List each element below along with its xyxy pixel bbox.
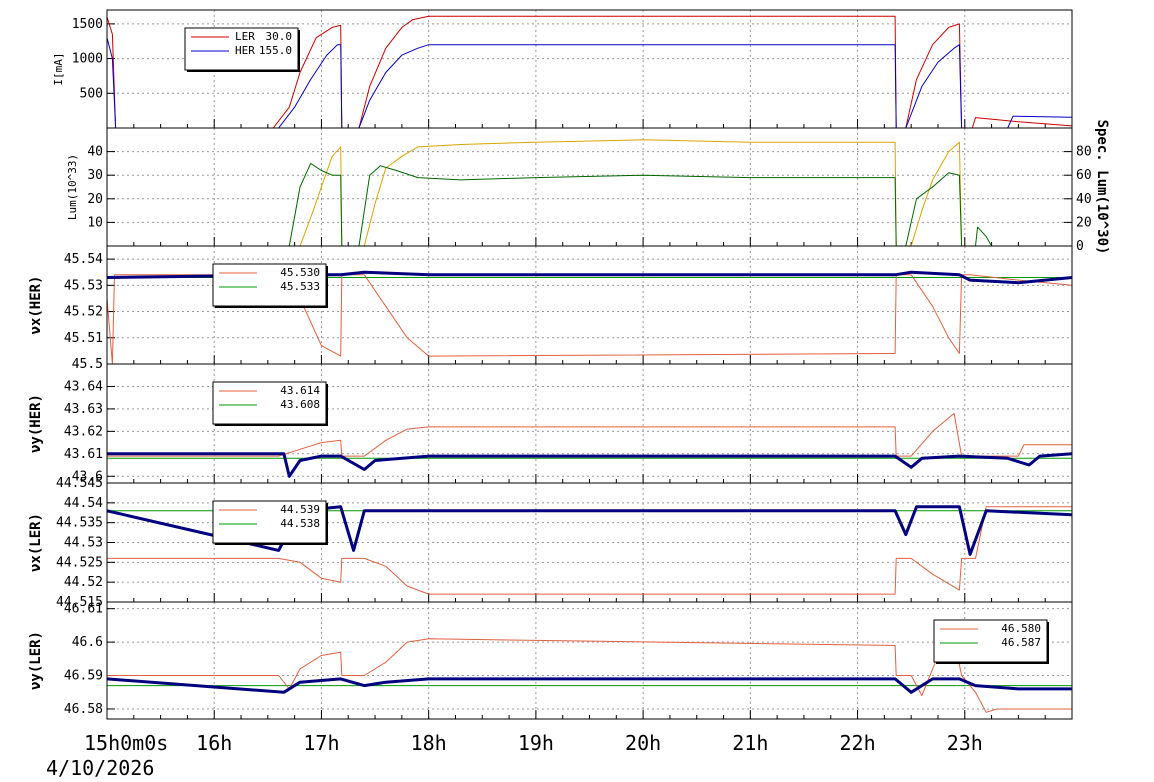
y-right-tick-label: 20 (1076, 215, 1092, 230)
y-tick-label: 44.525 (56, 555, 103, 570)
legend-value: 44.539 (280, 503, 320, 516)
y-axis-label: I[mA] (52, 52, 65, 85)
y-tick-label: 44.53 (64, 536, 103, 551)
y-right-tick-label: 80 (1076, 145, 1092, 160)
series-line-lum (107, 139, 1072, 247)
panel-nux_ler: 44.515 44.52 44.525 44.53 44.535 44.54 44.545 ν… (28, 476, 1073, 610)
x-tick-label: 19h (518, 731, 554, 755)
y-tick-label: 46.6 (72, 635, 103, 650)
series-line-measured (107, 452, 1073, 478)
legend-box (933, 619, 1048, 663)
y-tick-label: 44.54 (64, 496, 103, 511)
x-axis: 15h0m0s 16h 17h 18h 19h 20h 21h 22h 23h 4/10/2026 (46, 731, 983, 780)
y-tick-label: 45.54 (64, 252, 103, 267)
x-tick-label: 17h (303, 731, 339, 755)
y-tick-label: 20 (87, 192, 103, 207)
series-line-her (106, 37, 1073, 129)
x-tick-label: 16h (196, 731, 232, 755)
panel-luminosity: 10 20 30 40 Lum(10^33) 0 20 40 60 80 Spec. Lum(10^… (66, 120, 1110, 255)
y-tick-label: 45.51 (64, 331, 103, 346)
y-tick-label: 44.545 (56, 476, 103, 491)
y-tick-label: 44.515 (56, 595, 103, 610)
legend-name: HER (235, 44, 255, 57)
y-tick-label: 43.61 (64, 447, 103, 462)
legend-value: 43.608 (280, 398, 320, 411)
panel-current: 500 1000 1500 I[mA] LER 30.0 HER 155.0 (52, 9, 1073, 129)
legend-value: 46.580 (1001, 622, 1041, 635)
series-line-measured (106, 270, 1073, 285)
y-axis-label: νx(HER) (28, 275, 44, 334)
y-tick-label: 46.58 (64, 702, 103, 717)
legend-box (212, 263, 327, 307)
legend-value: 45.530 (280, 266, 320, 279)
legend-box (212, 381, 327, 425)
y-axis-label: Lum(10^33) (66, 154, 79, 220)
legend-name: LER (235, 30, 255, 43)
date-label: 4/10/2026 (46, 756, 154, 780)
y-axis-label: νy(LER) (28, 631, 44, 690)
x-tick-label: 15h0m0s (84, 731, 168, 755)
panel-nuy_her: 43.6 43.61 43.62 43.63 43.64 νy(HER) 43.61443.… (28, 363, 1073, 484)
series-line-spec-lum (107, 162, 1072, 247)
y-tick-label: 43.6 (72, 469, 103, 484)
panel-nux_her: 45.5 45.51 45.52 45.53 45.54 νx(HER) 45.53045.… (28, 245, 1073, 372)
legend-value: 43.614 (280, 384, 320, 397)
y-right-tick-label: 0 (1076, 239, 1084, 254)
y-right-tick-label: 60 (1076, 168, 1092, 183)
series-line-setting (107, 506, 1072, 595)
legend-value: 30.0 (266, 30, 293, 43)
y-tick-label: 45.52 (64, 305, 103, 320)
x-tick-label: 20h (625, 731, 661, 755)
panel-frame (106, 127, 1073, 247)
legend-value: 45.533 (280, 280, 320, 293)
y-tick-label: 10 (87, 215, 103, 230)
y-tick-label: 45.5 (72, 357, 103, 372)
legend-value: 46.587 (1001, 636, 1041, 649)
x-tick-label: 22h (839, 731, 875, 755)
y-tick-label: 43.63 (64, 402, 103, 417)
y-tick-label: 1000 (72, 52, 103, 67)
y-axis-label: νx(LER) (28, 513, 44, 572)
panels-layer: 500 1000 1500 I[mA] LER 30.0 HER 155.0 10 20 30 40 L… (28, 9, 1110, 720)
y-tick-label: 44.52 (64, 575, 103, 590)
y-tick-label: 46.59 (64, 669, 103, 684)
series-line-measured (106, 677, 1072, 694)
y-tick-label: 500 (80, 86, 103, 101)
y-tick-label: 40 (87, 145, 103, 160)
y-tick-label: 46.61 (64, 602, 103, 617)
y-right-axis-label: Spec. Lum(10^30) (1094, 120, 1110, 255)
y-tick-label: 44.535 (56, 516, 103, 531)
y-axis-label: νy(HER) (28, 394, 44, 453)
legend-box (184, 27, 299, 71)
y-tick-label: 45.53 (64, 278, 103, 293)
legend: LER 30.0 HER 155.0 (184, 27, 300, 72)
panel-frame (106, 601, 1073, 720)
y-tick-label: 43.64 (64, 379, 103, 394)
legend-box (212, 500, 327, 544)
y-tick-label: 43.62 (64, 424, 103, 439)
legend-value: 155.0 (259, 44, 292, 57)
x-tick-label: 18h (411, 731, 447, 755)
x-tick-label: 21h (732, 731, 768, 755)
y-tick-label: 1500 (72, 17, 103, 32)
y-right-tick-label: 40 (1076, 192, 1092, 207)
y-tick-label: 30 (87, 168, 103, 183)
legend-value: 44.538 (280, 517, 320, 530)
x-tick-label: 23h (947, 731, 983, 755)
